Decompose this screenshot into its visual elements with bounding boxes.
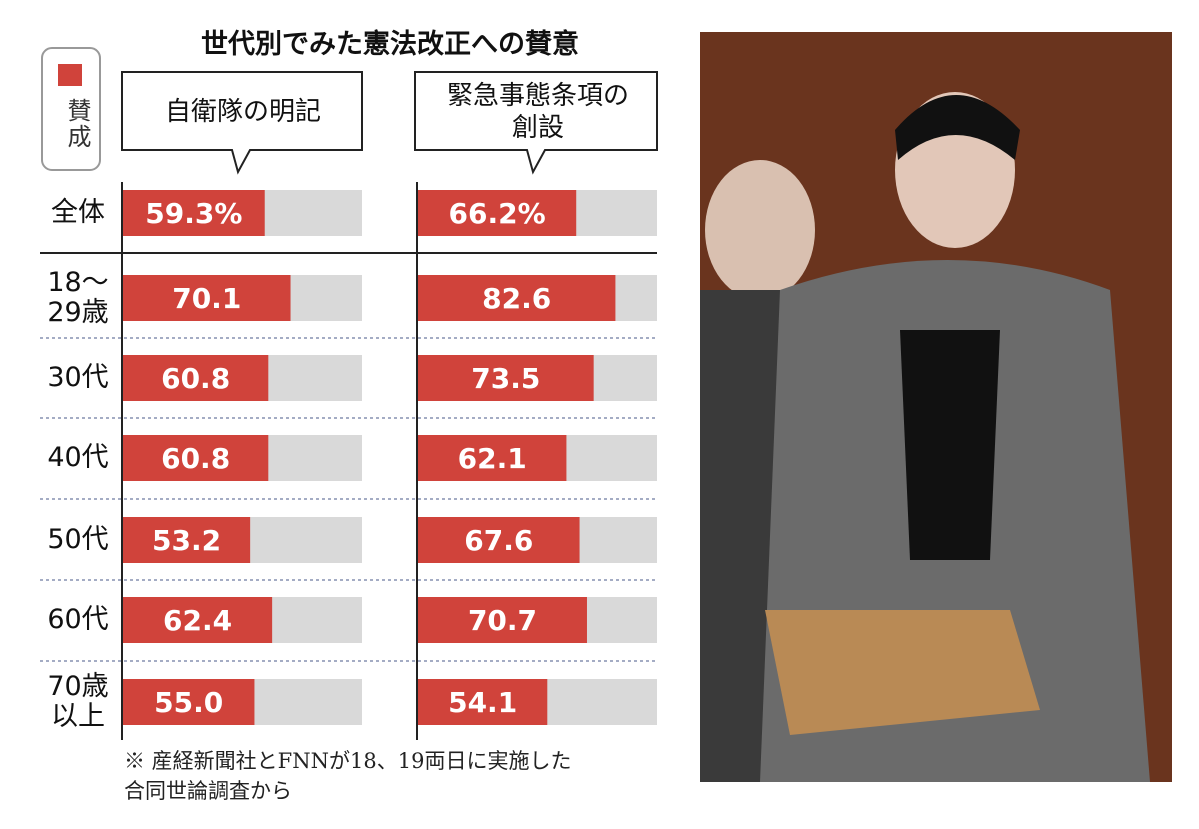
bar — [123, 517, 251, 563]
chart-title: 世代別でみた憲法改正への賛意 — [201, 29, 579, 60]
value-label: 70.7 — [468, 604, 537, 637]
header-bubble — [414, 71, 658, 175]
category-label: 18～ 29歳 — [47, 267, 109, 328]
bar — [418, 597, 587, 643]
value-label: 54.1 — [448, 686, 517, 719]
value-label: 59.3% — [145, 197, 242, 230]
photo-person — [705, 160, 815, 300]
bar — [123, 679, 255, 725]
value-label: 70.1 — [172, 282, 241, 315]
bar — [418, 190, 577, 236]
bar — [123, 275, 291, 321]
bar — [123, 355, 269, 401]
category-label: 50代 — [47, 524, 109, 555]
bar — [418, 355, 594, 401]
value-label: 62.4 — [163, 604, 232, 637]
legend-swatch — [58, 64, 82, 86]
header-bubble — [121, 71, 363, 175]
bar — [418, 275, 616, 321]
photo-envelope — [765, 610, 1040, 735]
legend-label: 賛成 — [63, 98, 91, 150]
category-label: 30代 — [47, 362, 109, 393]
panel-header: 自衛隊の明記 — [164, 97, 321, 127]
value-label: 67.6 — [464, 524, 533, 557]
bar — [123, 597, 273, 643]
footnote: ※ 産経新聞社とFNNが18、19両日に実施した 合同世論調査から — [124, 749, 572, 803]
value-label: 60.8 — [161, 442, 230, 475]
panel-header: 緊急事態条項の 創設 — [446, 81, 629, 143]
photo-person — [900, 330, 1000, 560]
value-label: 82.6 — [482, 282, 551, 315]
category-label: 60代 — [47, 604, 109, 635]
bar — [123, 190, 265, 236]
photo — [700, 32, 1172, 782]
value-label: 62.1 — [458, 442, 527, 475]
category-label: 40代 — [47, 442, 109, 473]
category-label: 全体 — [51, 197, 105, 228]
value-label: 66.2% — [449, 197, 546, 230]
value-label: 73.5 — [471, 362, 540, 395]
value-label: 55.0 — [154, 686, 223, 719]
photo-person — [895, 95, 1020, 160]
value-label: 53.2 — [152, 524, 221, 557]
legend-box — [41, 47, 101, 171]
bar — [418, 435, 567, 481]
value-label: 60.8 — [161, 362, 230, 395]
category-label: 70歳 以上 — [47, 671, 109, 732]
bar — [123, 435, 269, 481]
bar — [418, 679, 548, 725]
bar — [418, 517, 580, 563]
